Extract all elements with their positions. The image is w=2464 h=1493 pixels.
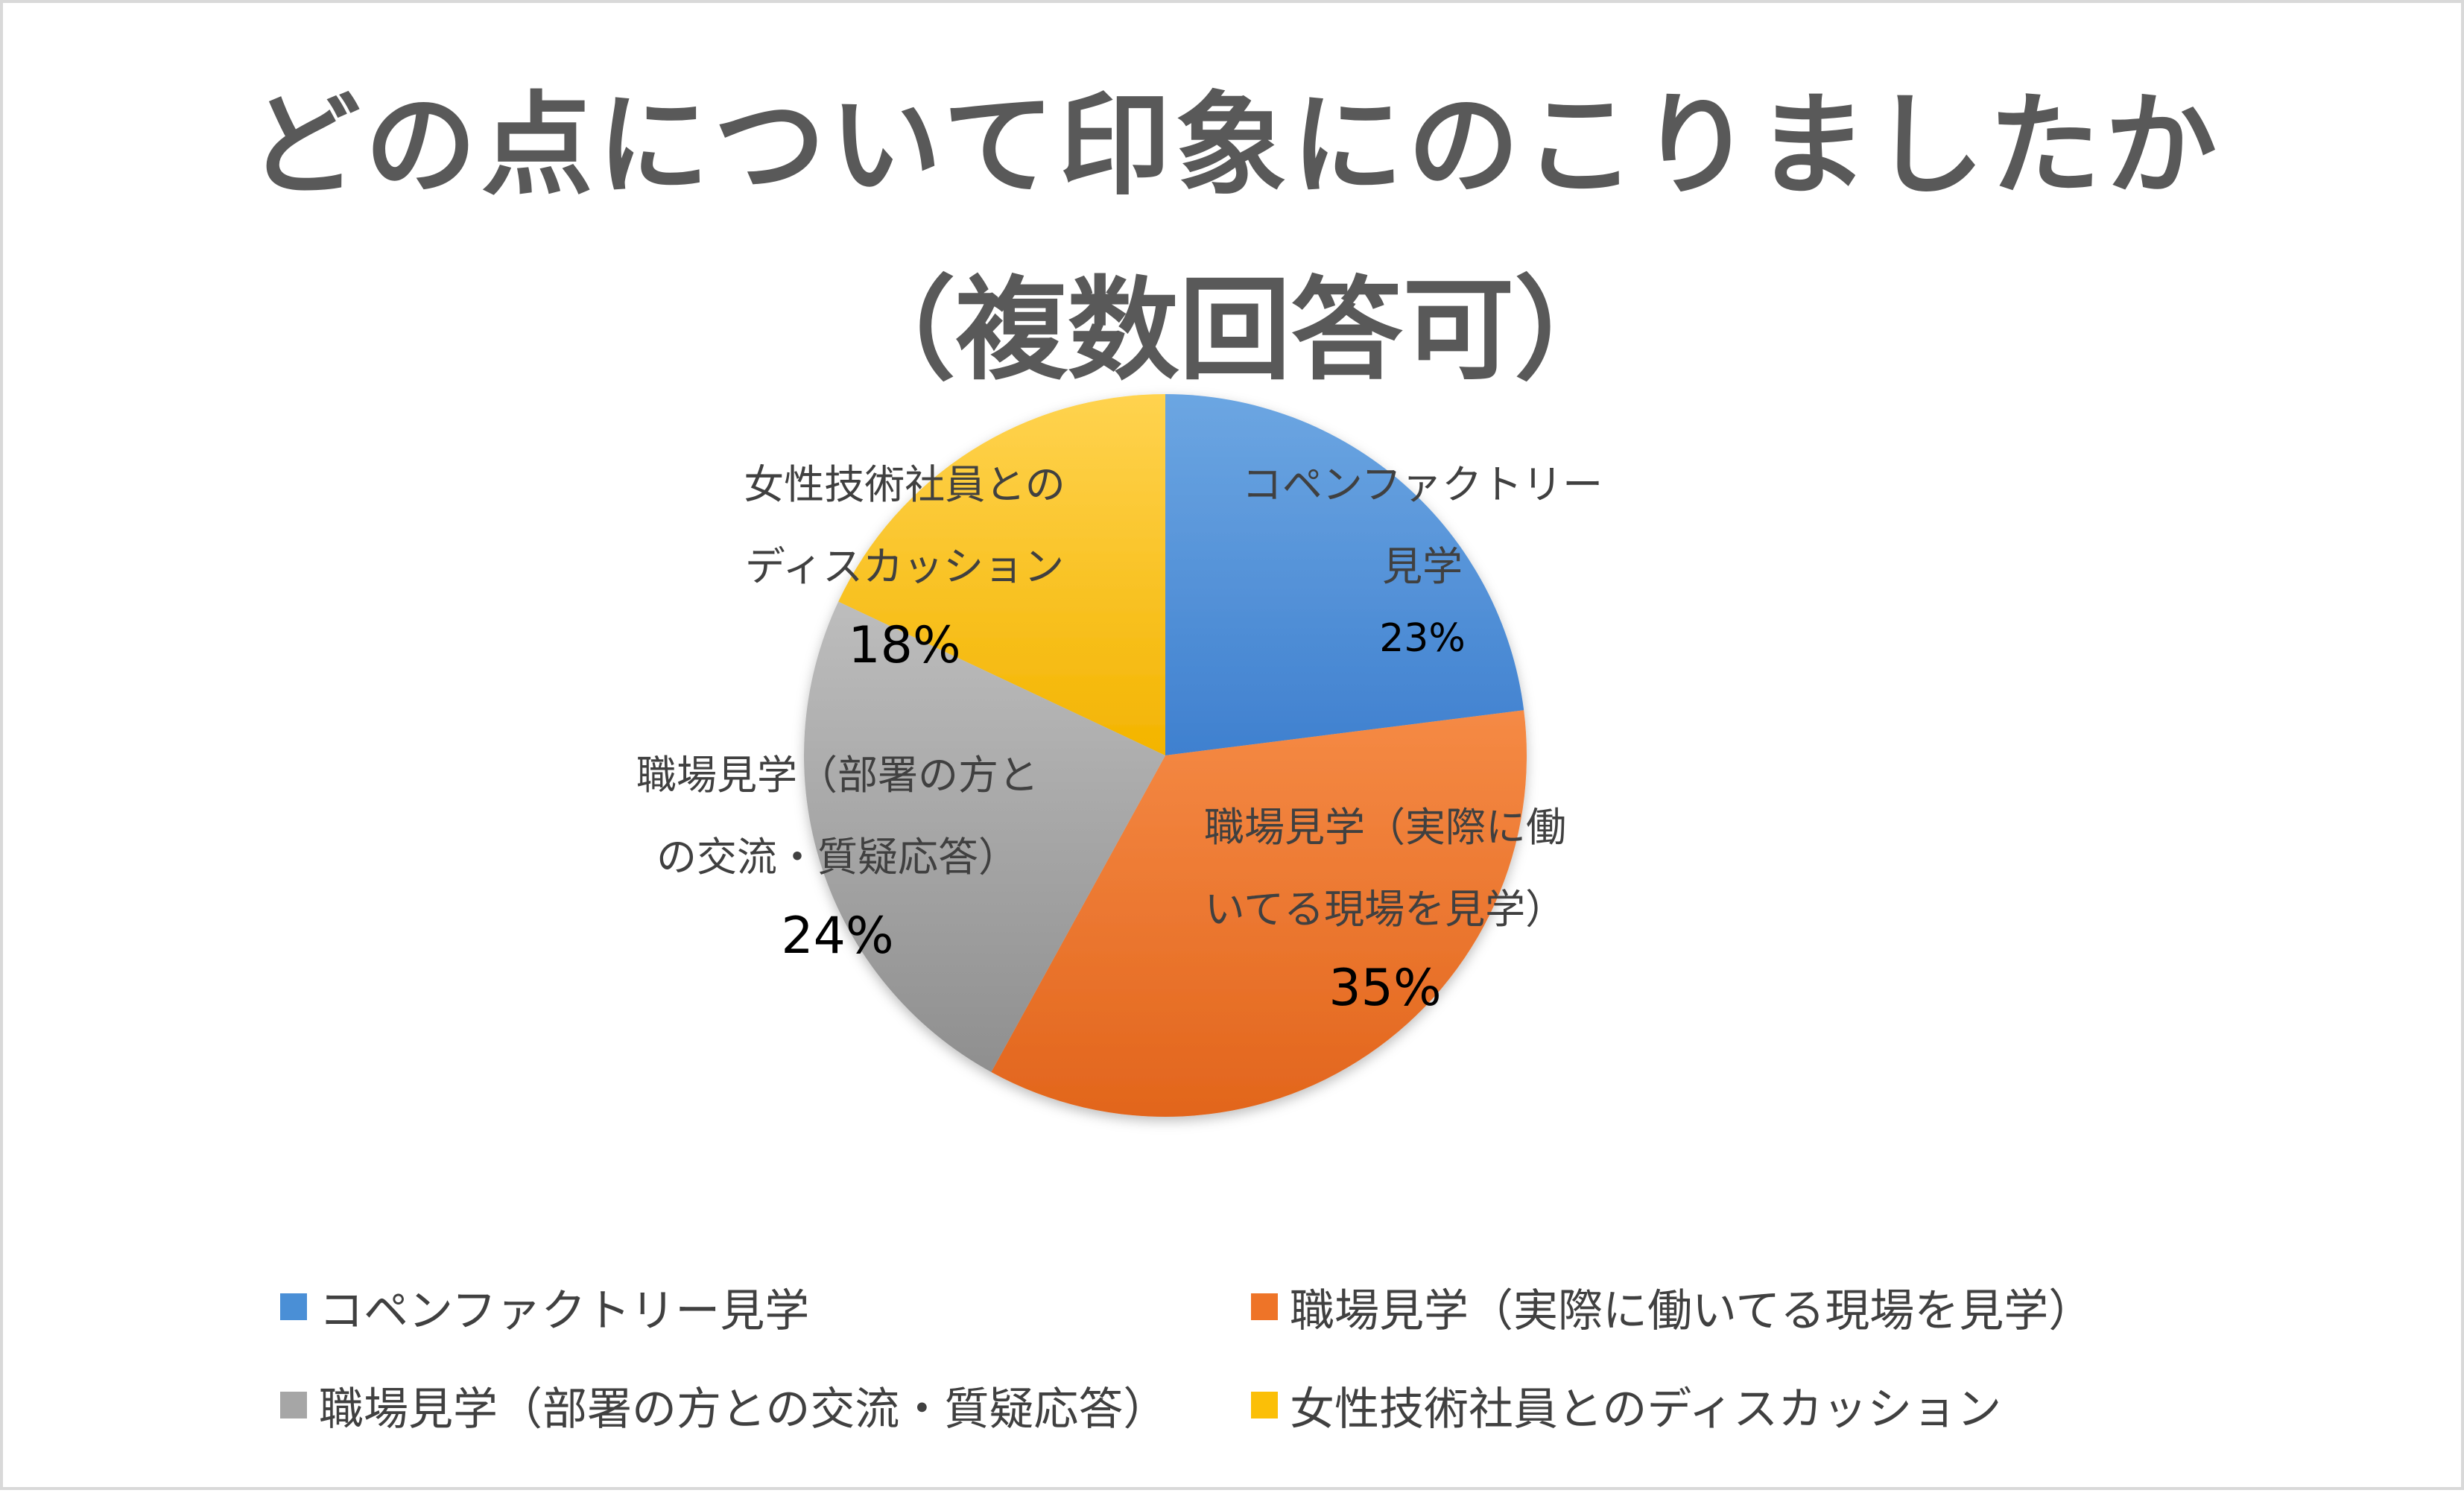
legend-item-copen-factory: コペンファクトリー見学 [280,1277,809,1337]
slice-percent-label: 35% [1328,959,1441,1018]
legend-label: 職場見学（部署の方との交流・質疑応答） [319,1383,1168,1436]
pie-chart: コペンファクトリー見学 23% 職場見学（実際に働いてる現場を見学） 35% 職場見学（… [636,394,1603,1118]
legend-label: 職場見学（実際に働いてる現場を見学） [1290,1284,2094,1337]
slice-label: の交流・質疑応答） [656,834,1019,881]
legend-item-workplace-actual: 職場見学（実際に働いてる現場を見学） [1251,1277,2093,1337]
slice-percent-label: 24% [781,907,893,966]
slice-label: ディスカッション [745,543,1064,590]
slice-label: 職場見学（実際に働 [1204,804,1566,851]
slice-label: 女性技術社員との [744,461,1065,508]
legend-swatch-blue [280,1293,307,1320]
legend-swatch-yellow [1251,1392,1278,1418]
slice-label: コペンファクトリー [1242,461,1603,508]
chart-title-line-1: どの点について印象にのこりましたか [248,81,2222,211]
slice-percent-label: 23% [1379,616,1466,661]
legend-swatch-gray [280,1392,307,1418]
legend-item-female-engineers: 女性技術社員とのディスカッション [1251,1375,2002,1436]
legend-label: コペンファクトリー見学 [319,1284,810,1337]
slice-label: 職場見学（部署の方と [636,752,1039,799]
legend-swatch-orange [1251,1293,1278,1320]
legend-label: 女性技術社員とのディスカッション [1290,1383,2002,1436]
legend-item-workplace-exchange: 職場見学（部署の方との交流・質疑応答） [280,1375,1168,1436]
slice-workplace-exchange [804,601,1165,1073]
slice-label: いてる現場を見学） [1205,886,1565,933]
slice-percent-label: 18% [848,616,960,675]
slice-workplace-actual [991,710,1527,1118]
slice-female-engineers [838,394,1165,755]
slice-copen-factory [1165,394,1524,755]
chart-title-line-2: （複数回答可） [843,266,1627,396]
slice-label: 見学 [1382,543,1463,590]
